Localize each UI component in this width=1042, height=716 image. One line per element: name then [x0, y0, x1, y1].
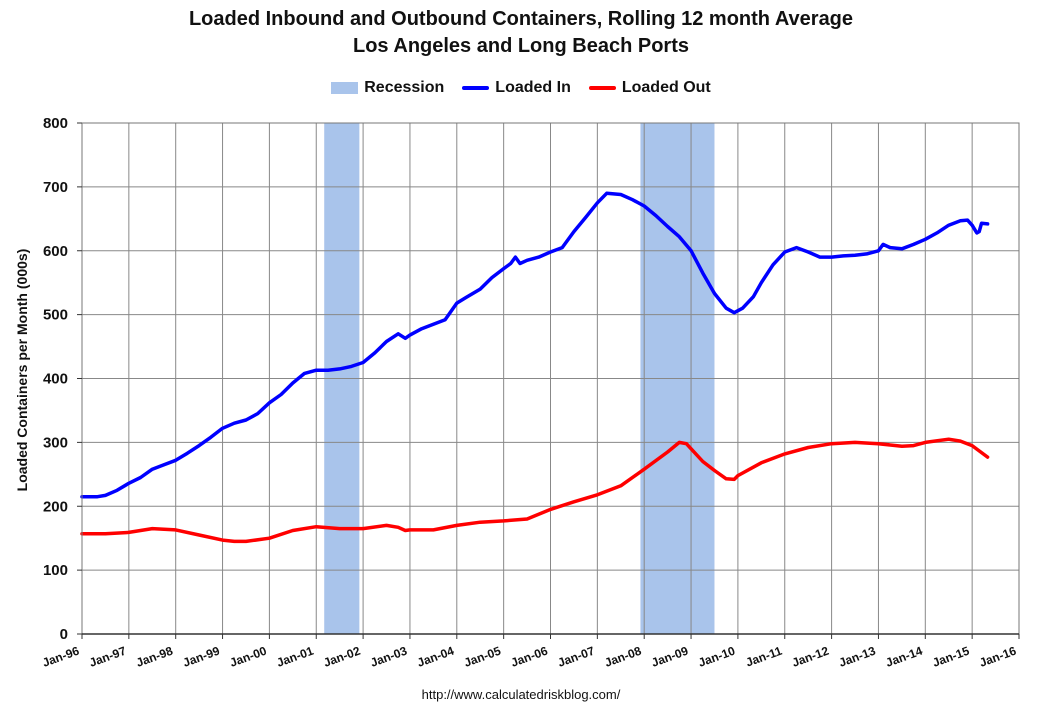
chart-legend: Recession Loaded In Loaded Out [0, 79, 1042, 97]
series-lines [80, 191, 990, 544]
legend-label-loaded-out: Loaded Out [621, 79, 711, 96]
x-tick-label: Jan-12 [790, 644, 831, 670]
x-tick-label: Jan-08 [603, 644, 644, 670]
x-tick-label: Jan-05 [462, 644, 503, 670]
y-tick-label: 600 [43, 243, 68, 260]
x-tick-label: Jan-14 [884, 644, 925, 670]
x-tick-label: Jan-02 [322, 644, 363, 670]
legend-swatch-recession [331, 82, 359, 94]
x-tick-label: Jan-99 [181, 644, 222, 670]
legend-label-recession: Recession [364, 79, 445, 96]
x-tick-label: Jan-11 [744, 644, 784, 670]
chart-subtitle: Los Angeles and Long Beach Ports [353, 35, 689, 57]
legend-item-loaded-out: Loaded Out [588, 79, 711, 97]
x-tick-label: Jan-09 [650, 644, 691, 670]
x-tick-label: Jan-10 [696, 644, 737, 670]
x-tick-label: Jan-96 [41, 644, 82, 670]
x-tick-label: Jan-13 [837, 644, 878, 670]
legend-swatch-loaded-out [588, 86, 616, 90]
x-tick-label: Jan-97 [87, 644, 128, 670]
x-tick-label: Jan-00 [228, 644, 269, 670]
y-tick-label: 700 [43, 179, 68, 196]
chart-title: Loaded Inbound and Outbound Containers, … [188, 8, 854, 30]
legend-label-loaded-in: Loaded In [495, 79, 571, 96]
loaded-out-line [80, 437, 990, 544]
x-tick-label: Jan-07 [556, 644, 597, 670]
legend-item-recession: Recession [331, 79, 444, 97]
y-tick-label: 500 [43, 307, 68, 324]
y-tick-label: 300 [43, 434, 68, 451]
x-tick-label: Jan-04 [415, 644, 456, 670]
y-tick-label: 100 [43, 562, 68, 579]
y-tick-label: 400 [43, 371, 68, 388]
y-tick-label: 200 [43, 498, 68, 515]
legend-item-loaded-in: Loaded In [462, 79, 571, 97]
loaded-in-line [80, 191, 990, 499]
y-tick-label: 800 [43, 115, 68, 132]
x-tick-label: Jan-01 [275, 644, 316, 670]
legend-swatch-loaded-in [462, 86, 490, 90]
x-tick-label: Jan-15 [931, 644, 972, 670]
y-tick-label: 0 [60, 626, 68, 643]
grid-lines [82, 122, 1020, 634]
source-url: http://www.calculatedriskblog.com/ [421, 687, 621, 702]
x-tick-label: Jan-03 [368, 644, 409, 670]
x-tick-label: Jan-06 [509, 644, 550, 670]
x-tick-label: Jan-98 [134, 644, 175, 670]
x-tick-label: Jan-16 [978, 644, 1019, 670]
